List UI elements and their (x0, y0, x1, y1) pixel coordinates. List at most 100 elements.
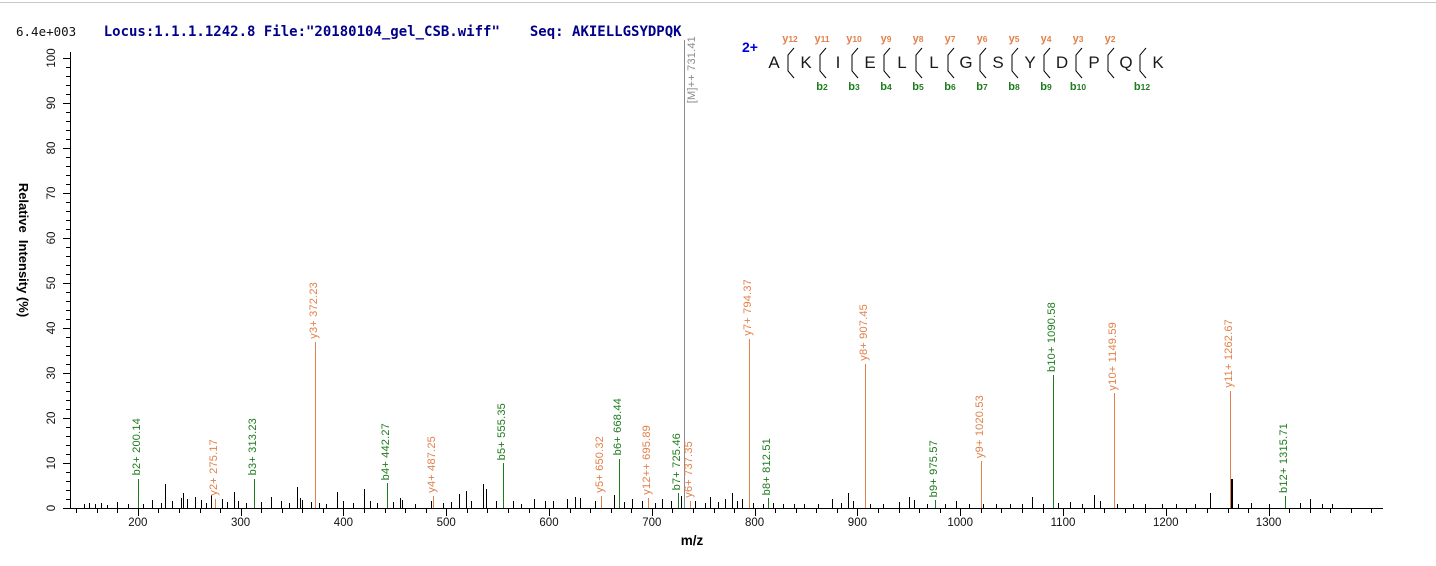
y-minor-tick (66, 220, 70, 221)
noise-peak (1093, 494, 1095, 508)
noise-peak (1332, 504, 1334, 508)
y-ion-label: y6 (976, 33, 988, 45)
residue-column: S (988, 30, 1008, 95)
y-minor-tick (66, 265, 70, 266)
fragment-peak-label: y8+ 907.45 (858, 304, 871, 361)
y-minor-tick (66, 76, 70, 77)
y-minor-tick (66, 211, 70, 212)
fragment-peak-label: y11+ 1262.67 (1223, 319, 1236, 388)
noise-peak (533, 499, 535, 508)
noise-peak (280, 500, 282, 508)
noise-peak (261, 501, 263, 508)
fragment-divider-column: y7 b6 (944, 30, 956, 95)
noise-peak (270, 496, 272, 509)
noise-peak (624, 501, 626, 508)
fragment-peak-label: b8+ 812.51 (760, 437, 773, 496)
noise-peak (654, 502, 656, 508)
fragment-peak-y6 (690, 500, 692, 508)
x-minor-tick (1083, 509, 1085, 513)
residue-letter: Y (1024, 53, 1036, 72)
y-minor-tick (66, 94, 70, 95)
fragment-peak-b8 (767, 498, 769, 508)
noise-peak (483, 483, 485, 508)
x-major-tick (137, 509, 139, 516)
y-minor-tick (66, 157, 70, 158)
noise-peak (326, 503, 327, 508)
noise-peak (1176, 503, 1178, 508)
x-tick-label: 1200 (1153, 517, 1179, 529)
x-minor-tick (816, 509, 818, 513)
y-minor-tick (66, 247, 70, 248)
fragment-peak-label: y4+ 487.25 (426, 436, 439, 493)
fragment-divider-column: y12 (782, 30, 798, 95)
fragment-peak-b7 (678, 493, 679, 508)
noise-peak (451, 501, 453, 508)
fragment-peak-label: b10+ 1090.58 (1046, 302, 1059, 373)
y-minor-tick (66, 400, 70, 401)
noise-peak (1145, 503, 1147, 508)
x-minor-tick (672, 509, 674, 513)
noise-peak (310, 501, 312, 508)
b-ion-label: b6 (944, 81, 956, 93)
x-major-tick (549, 509, 550, 516)
b-ion-label: b10 (1069, 81, 1087, 93)
noise-peak (88, 502, 90, 508)
fragment-divider-column: y9 b4 (880, 30, 892, 95)
noise-peak (831, 499, 833, 508)
noise-peak (370, 501, 372, 509)
fragment-peak-label: b12+ 1315.71 (1277, 422, 1290, 493)
fragment-peak-label: b7+ 725.46 (671, 432, 683, 491)
fragment-divider-mark (1043, 47, 1051, 79)
fragment-divider-mark (947, 47, 955, 79)
fragment-peak-b12 (1284, 495, 1286, 509)
x-minor-tick (898, 509, 900, 513)
y-minor-tick (66, 382, 70, 383)
x-tick-label: 300 (231, 517, 251, 529)
residue-column: I (828, 30, 848, 95)
x-minor-tick (179, 509, 180, 513)
y-minor-tick (66, 355, 70, 356)
fragment-divider-mark (1075, 47, 1083, 79)
y-minor-tick (66, 436, 70, 437)
noise-peak (1194, 503, 1196, 508)
y-ion-label: y5 (1008, 33, 1020, 45)
x-minor-tick (199, 509, 201, 513)
noise-peak (400, 498, 401, 508)
y-minor-tick (66, 310, 70, 311)
y-major-tick (63, 193, 70, 194)
noise-peak (1032, 497, 1034, 508)
noise-peak (662, 499, 664, 508)
x-major-tick (1063, 509, 1064, 516)
noise-peak (1081, 503, 1083, 508)
x-minor-tick (734, 509, 736, 513)
x-minor-tick (96, 509, 98, 513)
fragment-divider-mark (1139, 47, 1147, 79)
noise-peak (195, 496, 197, 509)
y-minor-tick (66, 67, 70, 68)
noise-peak (377, 502, 379, 508)
noise-peak (793, 503, 795, 508)
residue-column: A (764, 30, 784, 95)
noise-peak (566, 499, 568, 508)
noise-peak (732, 492, 733, 508)
noise-peak (996, 503, 998, 508)
noise-peak (752, 502, 754, 508)
b-ion-label: b5 (912, 81, 924, 93)
fragment-divider-mark (851, 47, 859, 79)
noise-peak (183, 493, 185, 508)
x-minor-tick (322, 509, 324, 513)
noise-peak (443, 502, 445, 508)
noise-peak (710, 497, 712, 508)
y-minor-tick (66, 202, 70, 203)
y-major-tick (63, 238, 70, 239)
residue-letter: P (1088, 53, 1100, 72)
y-ion-label: y9 (880, 33, 892, 45)
fragment-peak-label: y6+ 737.35 (683, 441, 696, 498)
noise-peak (574, 497, 576, 508)
fragment-peak-b10 (1053, 375, 1055, 509)
noise-peak (1237, 503, 1239, 508)
y-minor-tick (66, 337, 70, 338)
residue-letter: L (897, 53, 907, 72)
